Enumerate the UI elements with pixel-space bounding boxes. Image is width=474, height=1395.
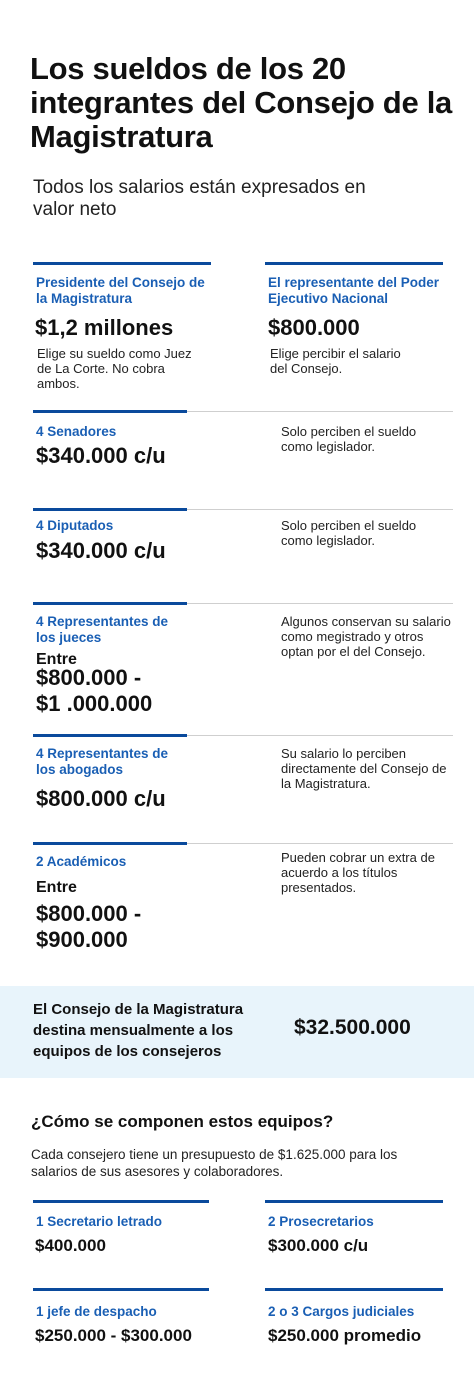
divider-line [187,603,453,604]
equipo-item-label: 2 Prosecretarios [268,1214,374,1229]
jueces-prefix: Entre [36,651,77,668]
equipo-item-amount: $250.000 - $300.000 [35,1326,192,1345]
divider-line [265,1200,443,1203]
page-title: Los sueldos de los 20 integrantes del Co… [30,51,452,154]
presidente-label: Presidente del Consejo de la Magistratur… [36,275,205,306]
divider-line [187,411,453,412]
equipo-item-label: 2 o 3 Cargos judiciales [268,1304,415,1319]
senadores-amount: $340.000 c/u [36,443,166,468]
jueces-label: 4 Representantes de los jueces [36,614,169,645]
diputados-label: 4 Diputados [36,518,114,533]
equipo-item-amount: $250.000 promedio [268,1326,422,1345]
divider-line [33,410,187,413]
divider-line [33,508,187,511]
diputados-amount: $340.000 c/u [36,538,166,563]
academicos-amount-line1: $800.000 - [36,901,142,926]
abogados-label: 4 Representantes de los abogados [36,746,169,777]
abogados-note: Su salario lo perciben directamente del … [281,746,447,791]
equipo-item-label: 1 jefe de despacho [36,1304,157,1319]
diputados-note: Solo perciben el sueldo como legislador. [281,518,417,548]
ejecutivo-amount: $800.000 [268,315,360,340]
jueces-amount-line1: $800.000 - [36,665,142,690]
divider-line [187,509,453,510]
divider-line [265,1288,443,1291]
presidente-note: Elige su sueldo como Juez de La Corte. N… [37,346,192,391]
divider-line [33,262,211,265]
equipos-intro: Cada consejero tiene un presupuesto de $… [31,1147,398,1179]
senadores-label: 4 Senadores [36,424,117,439]
academicos-label: 2 Académicos [36,854,127,869]
ejecutivo-label: El representante del Poder Ejecutivo Nac… [268,275,440,306]
equipo-item-amount: $400.000 [35,1236,106,1255]
page-subtitle: Todos los salarios están expresados en v… [33,177,366,220]
divider-line [187,735,453,736]
equipos-heading: ¿Cómo se componen estos equipos? [31,1112,334,1131]
senadores-note: Solo perciben el sueldo como legislador. [281,424,417,454]
summary-text: El Consejo de la Magistratura destina me… [33,1001,244,1060]
equipo-item-amount: $300.000 c/u [268,1236,369,1255]
divider-line [265,262,443,265]
summary-band [0,986,474,1078]
equipo-item-label: 1 Secretario letrado [36,1214,163,1229]
divider-line [33,602,187,605]
divider-line [33,1200,209,1203]
jueces-amount-line2: $1 .000.000 [36,691,153,716]
divider-line [33,842,187,845]
divider-line [33,734,187,737]
jueces-note: Algunos conservan su salario como megist… [281,614,451,659]
academicos-prefix: Entre [36,879,77,896]
summary-value: $32.500.000 [294,1016,411,1039]
divider-line [33,1288,209,1291]
ejecutivo-note: Elige percibir el salario del Consejo. [270,346,401,376]
divider-line [187,843,453,844]
abogados-amount: $800.000 c/u [36,786,166,811]
academicos-note: Pueden cobrar un extra de acuerdo a los … [281,850,435,895]
presidente-amount: $1,2 millones [35,315,174,340]
academicos-amount-line2: $900.000 [36,927,128,952]
